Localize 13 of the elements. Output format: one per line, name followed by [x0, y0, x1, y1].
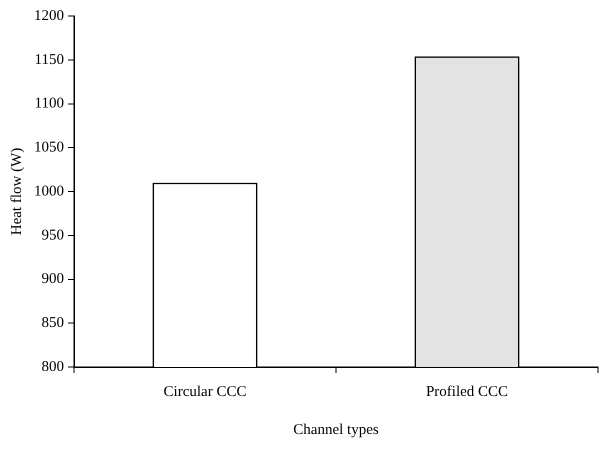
y-axis-title: Heat flow (W): [8, 148, 25, 236]
y-tick-label: 1150: [34, 52, 64, 68]
y-tick-label: 800: [42, 358, 64, 375]
y-tick-label: 1000: [34, 183, 64, 200]
x-tick-label: Profiled CCC: [426, 384, 508, 400]
y-tick-label: 1200: [34, 8, 64, 24]
x-tick-label: Circular CCC: [164, 384, 246, 400]
x-axis-title: Channel types: [293, 422, 379, 438]
y-tick-label: 950: [42, 227, 64, 244]
y-tick-label: 1050: [34, 140, 64, 156]
y-tick-label: 850: [42, 315, 64, 332]
y-tick-label: 1100: [34, 96, 64, 112]
y-tick-label: 900: [42, 271, 64, 288]
